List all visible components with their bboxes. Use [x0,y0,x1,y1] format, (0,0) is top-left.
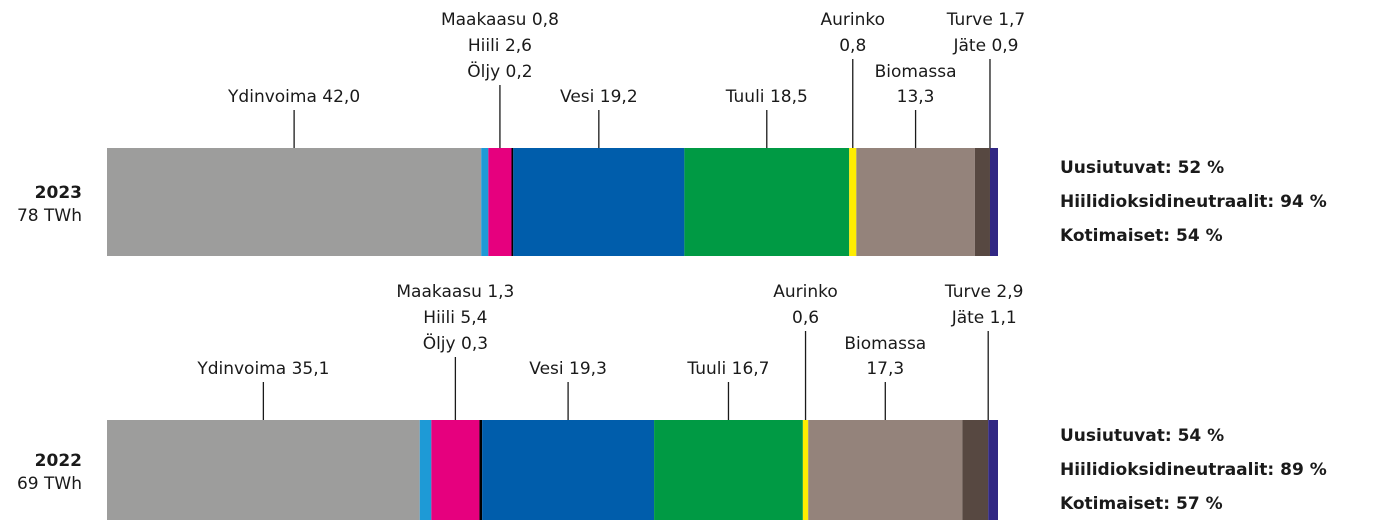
segment-label: 13,3 [897,87,935,107]
bar-segment [488,148,512,256]
bar-segment [479,420,483,520]
segment-label: Öljy 0,2 [467,60,532,82]
annotation: Uusiutuvat: 52 % [1060,158,1224,178]
value-label: 1,7 [998,10,1025,30]
value-label: 13,3 [897,87,935,107]
segment-label: Tuuli 18,5 [725,87,808,107]
segment-label: Tuuli 16,7 [686,359,769,379]
series-name: Aurinko [773,282,838,302]
annotation: Kotimaiset: 57 % [1060,494,1223,514]
bar-segment [511,148,514,256]
annotation: Hiilidioksidineutraalit: 89 % [1060,460,1327,480]
bar-segment [419,420,432,520]
bar-segment [802,420,809,520]
value-label: 42,0 [322,87,360,107]
value-label: 1,3 [487,282,514,302]
bar-segment [431,420,480,520]
segment-label: Maakaasu 1,3 [396,282,514,302]
series-name: Öljy [423,332,456,354]
segment-label: Ydinvoima 35,1 [196,359,329,379]
segment-label: Turve 1,7 [946,10,1026,30]
annotation: Hiilidioksidineutraalit: 94 % [1060,192,1327,212]
segment-label: 17,3 [866,359,904,379]
series-name: Aurinko [821,10,886,30]
segment-label: Ydinvoima 42,0 [227,87,360,107]
value-label: 19,2 [600,87,638,107]
series-name: Biomassa [844,334,926,354]
value-label: 0,3 [461,334,488,354]
series-name: Ydinvoima [196,359,286,379]
segment-label: Biomassa [875,62,957,82]
annotation: Uusiutuvat: 54 % [1060,426,1224,446]
segment-label: Vesi 19,2 [560,87,638,107]
segment-label: Jäte 1,1 [951,308,1017,328]
value-label: 0,2 [506,62,533,82]
segment-label: Biomassa [844,334,926,354]
series-name: Jäte [952,36,986,56]
bar-segment [107,420,420,520]
bar-segment [513,148,685,256]
series-name: Ydinvoima [227,87,317,107]
value-label: 2,6 [505,36,532,56]
value-label: 0,8 [839,36,866,56]
series-name: Hiili [423,308,455,328]
series-name: Jäte [951,308,985,328]
segment-label: Hiili 2,6 [468,36,532,56]
value-label: 17,3 [866,359,904,379]
bar-segment [808,420,963,520]
bar-segment [481,148,489,256]
bar-segment [654,420,803,520]
series-name: Tuuli [725,87,765,107]
bar-segment [974,148,990,256]
series-name: Tuuli [686,359,726,379]
category-total: 69 TWh [17,474,82,494]
bar-segment [107,148,482,256]
value-label: 0,9 [991,36,1018,56]
bar-segment [684,148,850,256]
value-label: 18,5 [770,87,808,107]
series-name: Turve [946,10,993,30]
value-label: 0,8 [532,10,559,30]
value-label: 1,1 [990,308,1017,328]
bar-segment [849,148,857,256]
category-total: 78 TWh [17,206,82,226]
series-name: Maakaasu [441,10,527,30]
value-label: 0,6 [792,308,819,328]
segment-label: Jäte 0,9 [952,36,1018,56]
segment-label: 0,8 [839,36,866,56]
segment-label: Hiili 5,4 [423,308,487,328]
segment-label: Vesi 19,3 [529,359,607,379]
category-label: 2022 [35,451,82,471]
series-name: Turve [944,282,991,302]
segment-label: Maakaasu 0,8 [441,10,559,30]
bar-segment [989,148,998,256]
bar-segment [482,420,655,520]
value-label: 35,1 [292,359,330,379]
series-name: Hiili [468,36,500,56]
annotation: Kotimaiset: 54 % [1060,226,1223,246]
value-label: 19,3 [569,359,607,379]
category-label: 2023 [35,183,82,203]
bar-segment [962,420,989,520]
value-label: 16,7 [732,359,770,379]
segment-label: Aurinko [773,282,838,302]
bar-segment [988,420,998,520]
series-name: Vesi [560,87,594,107]
bar-segment [856,148,975,256]
segment-label: Öljy 0,3 [423,332,488,354]
segment-label: 0,6 [792,308,819,328]
segment-label: Aurinko [821,10,886,30]
segment-label: Turve 2,9 [944,282,1024,302]
value-label: 5,4 [460,308,487,328]
series-name: Maakaasu [396,282,482,302]
series-name: Öljy [467,60,500,82]
series-name: Vesi [529,359,563,379]
series-name: Biomassa [875,62,957,82]
value-label: 2,9 [996,282,1023,302]
